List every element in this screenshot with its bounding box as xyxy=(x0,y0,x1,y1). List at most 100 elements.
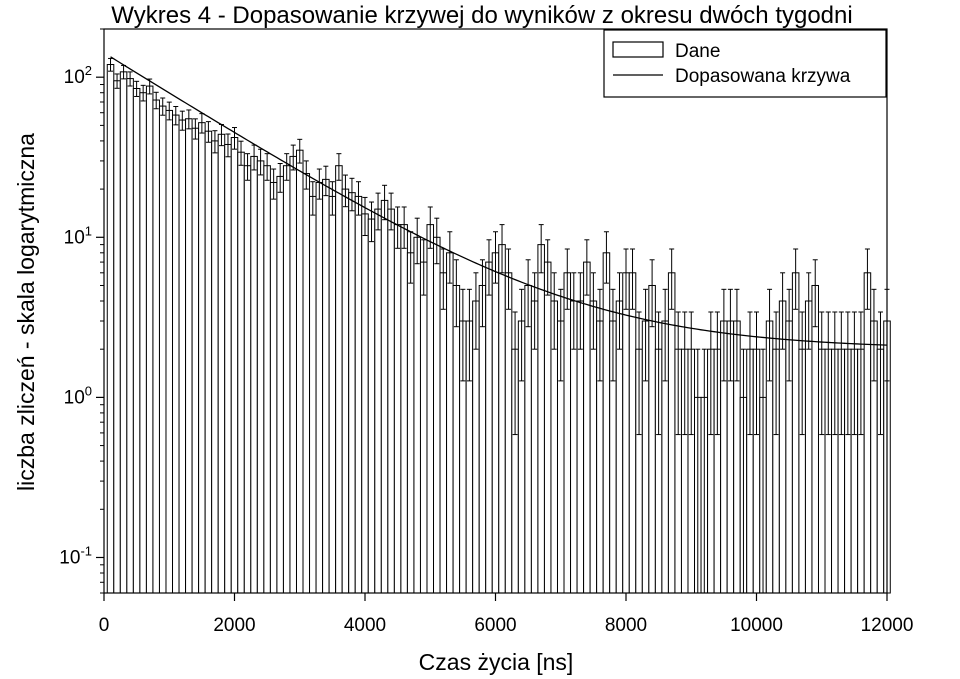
data-bar xyxy=(198,122,206,594)
data-bar xyxy=(374,208,382,594)
data-bar xyxy=(185,118,193,594)
data-bar xyxy=(276,175,284,594)
data-bar xyxy=(165,109,174,594)
data-bar xyxy=(583,261,591,594)
data-bar xyxy=(563,272,572,594)
data-bar xyxy=(419,261,428,594)
data-bar xyxy=(498,244,506,594)
error-bar xyxy=(838,311,844,436)
x-tick-label: 8000 xyxy=(605,615,647,636)
data-bar xyxy=(269,181,278,594)
y-tick-label: 101 xyxy=(64,223,92,248)
data-bar xyxy=(446,252,454,594)
data-bar xyxy=(191,127,200,594)
error-bar xyxy=(597,288,603,382)
error-bar xyxy=(780,272,786,350)
error-bar xyxy=(630,248,636,310)
x-tick-label: 2000 xyxy=(213,615,255,636)
data-bar xyxy=(791,272,800,594)
error-bar xyxy=(127,71,133,87)
error-bar xyxy=(532,272,538,350)
x-tick-label: 6000 xyxy=(474,615,516,636)
data-bar xyxy=(504,272,513,594)
x-tick-label: 4000 xyxy=(344,615,386,636)
data-bar xyxy=(524,284,532,594)
error-bar xyxy=(610,288,616,382)
error-bar xyxy=(388,192,394,231)
error-bar xyxy=(479,259,485,328)
error-bar xyxy=(447,231,453,284)
data-bar xyxy=(393,224,402,594)
error-bar xyxy=(682,311,688,436)
error-bar xyxy=(545,239,551,296)
error-bar xyxy=(453,259,459,328)
error-bar xyxy=(401,206,407,249)
error-bar xyxy=(858,311,864,436)
data-bar xyxy=(452,284,461,594)
error-bar xyxy=(395,206,401,249)
data-bar xyxy=(224,143,232,594)
error-bar xyxy=(584,239,590,296)
error-bar xyxy=(616,272,622,350)
data-bar xyxy=(491,252,500,594)
error-bar xyxy=(538,224,544,274)
error-bar xyxy=(362,196,368,237)
error-bar xyxy=(232,127,237,150)
error-bar xyxy=(179,110,185,131)
error-bar xyxy=(851,311,857,436)
y-tick-label: 10-1 xyxy=(59,543,92,568)
data-bar xyxy=(126,78,134,594)
error-bar xyxy=(551,272,557,350)
y-axis-label: liczba zliczeń - skala logarytmiczna xyxy=(13,133,39,491)
error-bar xyxy=(864,248,870,310)
error-bar xyxy=(369,201,375,243)
data-bar xyxy=(439,272,448,594)
error-bar xyxy=(767,288,773,382)
data-bar xyxy=(113,80,121,594)
error-bar xyxy=(727,288,733,382)
error-bar xyxy=(499,224,505,274)
error-bar xyxy=(414,217,420,265)
data-bar xyxy=(602,252,611,594)
error-bar xyxy=(636,311,642,436)
data-bar xyxy=(628,272,637,594)
error-bar xyxy=(721,288,727,382)
data-bar xyxy=(406,252,415,594)
error-bar xyxy=(649,259,655,328)
data-bars xyxy=(106,64,891,594)
error-bar xyxy=(662,288,668,382)
error-bar xyxy=(486,239,492,296)
data-bar xyxy=(132,87,141,594)
error-bar xyxy=(316,168,322,200)
data-bar xyxy=(648,284,656,594)
error-bar xyxy=(271,168,277,200)
error-bar xyxy=(192,118,198,140)
error-bar xyxy=(134,80,140,97)
y-tick-label: 102 xyxy=(64,63,92,88)
data-bar xyxy=(295,149,304,594)
data-bar xyxy=(289,155,297,594)
data-bar xyxy=(217,133,226,594)
error-bar xyxy=(160,97,166,116)
error-bar xyxy=(493,231,498,284)
error-bar xyxy=(375,192,381,231)
data-bar xyxy=(158,105,167,594)
error-bar xyxy=(336,153,342,181)
data-bar xyxy=(387,208,395,594)
error-bar xyxy=(754,311,759,436)
legend-label-fit: Dopasowana krzywa xyxy=(675,66,851,87)
data-bar xyxy=(543,261,552,594)
legend: Dane Dopasowana krzywa xyxy=(603,29,887,98)
data-bar xyxy=(426,224,435,594)
error-bar xyxy=(688,311,694,436)
error-bar xyxy=(186,109,192,130)
error-bar xyxy=(871,288,877,382)
error-bars xyxy=(108,57,890,593)
data-bar xyxy=(863,272,872,594)
error-bar xyxy=(512,311,518,436)
data-bar xyxy=(152,99,160,594)
data-bar xyxy=(139,92,147,594)
error-bar xyxy=(669,248,675,310)
data-bar xyxy=(315,181,324,594)
